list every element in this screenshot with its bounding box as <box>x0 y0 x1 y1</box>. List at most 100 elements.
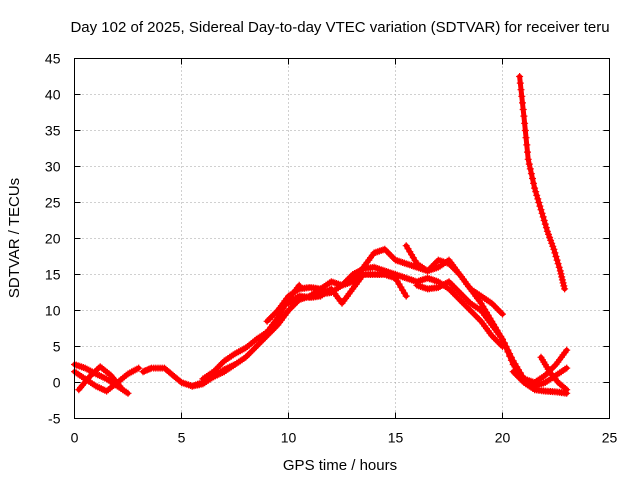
data-point <box>500 339 508 347</box>
axis-ticks: 0 5 10 15 20 25 -5 0 5 10 15 20 25 30 35 40 45 <box>45 51 618 446</box>
data-point <box>557 270 565 278</box>
x-axis-label: GPS time / hours <box>283 457 397 474</box>
data-point <box>518 92 526 100</box>
data-point <box>563 346 571 354</box>
data-point <box>516 79 524 87</box>
y-tick-label: 30 <box>45 159 61 175</box>
data-point <box>547 236 555 244</box>
data-point <box>524 148 531 156</box>
data-point <box>542 224 550 232</box>
data-point <box>555 263 563 271</box>
data-point <box>525 160 533 168</box>
data-series-layer <box>71 73 571 397</box>
data-point <box>551 249 559 257</box>
series-track-n <box>516 73 569 293</box>
data-point <box>520 112 528 120</box>
data-point <box>534 195 542 203</box>
data-point <box>548 239 556 247</box>
data-point <box>499 310 506 318</box>
data-point <box>541 220 549 228</box>
data-point <box>118 384 126 392</box>
y-axis-label: SDTVAR / TECUs <box>6 178 23 298</box>
data-point <box>532 188 540 196</box>
data-point <box>97 385 105 393</box>
data-point <box>549 242 557 250</box>
data-point <box>546 233 554 241</box>
x-tick-label: 10 <box>281 430 297 446</box>
data-point <box>535 199 543 206</box>
data-point <box>536 202 544 210</box>
y-tick-label: 25 <box>45 195 61 211</box>
x-tick-label: 25 <box>602 430 618 446</box>
y-tick-label: 15 <box>45 267 61 283</box>
data-point <box>499 335 506 343</box>
data-point <box>531 184 539 192</box>
data-point <box>523 141 531 149</box>
y-tick-label: 40 <box>45 87 61 103</box>
data-point <box>397 283 405 291</box>
data-point <box>545 230 552 238</box>
series-track-f <box>199 281 303 383</box>
y-tick-label: -5 <box>48 411 61 427</box>
chart-title: Day 102 of 2025, Sidereal Day-to-day VTE… <box>70 19 609 36</box>
y-tick-label: 45 <box>45 51 61 67</box>
series-track-k <box>413 278 571 390</box>
data-point <box>552 253 560 260</box>
data-point <box>556 267 564 275</box>
series-track-d <box>139 361 239 390</box>
data-point <box>553 256 561 264</box>
data-point <box>554 260 562 268</box>
data-point <box>533 191 541 199</box>
data-point <box>529 175 536 182</box>
series-track-m <box>537 353 571 394</box>
data-point <box>538 209 546 217</box>
data-point <box>558 273 566 281</box>
data-point <box>519 99 526 107</box>
data-point <box>561 285 569 293</box>
data-point <box>563 364 571 372</box>
data-point <box>504 346 512 354</box>
data-point <box>521 119 529 127</box>
data-point <box>507 353 515 361</box>
data-point <box>537 206 545 214</box>
data-point <box>527 170 535 178</box>
data-point <box>524 155 532 163</box>
data-point <box>550 245 558 253</box>
data-point <box>530 179 537 187</box>
data-point <box>539 213 547 221</box>
data-point <box>540 217 548 224</box>
data-point <box>517 86 525 94</box>
data-point <box>502 343 510 350</box>
y-tick-label: 5 <box>53 339 61 355</box>
data-point <box>558 276 566 284</box>
data-point <box>516 73 524 80</box>
series-track-j <box>402 242 506 318</box>
data-point <box>513 363 521 371</box>
data-point <box>135 364 143 372</box>
data-point <box>519 106 527 113</box>
x-tick-label: 20 <box>495 430 511 446</box>
data-point <box>563 386 571 394</box>
data-point <box>506 350 514 358</box>
data-point <box>124 389 132 397</box>
x-tick-label: 0 <box>71 430 79 446</box>
data-point <box>559 279 567 287</box>
series-track-c <box>75 363 126 394</box>
data-point <box>561 385 569 392</box>
y-tick-label: 10 <box>45 303 61 319</box>
y-tick-label: 20 <box>45 231 61 247</box>
data-point <box>522 134 530 142</box>
data-point <box>543 227 551 235</box>
x-tick-label: 5 <box>178 430 186 446</box>
data-point <box>87 371 95 379</box>
data-point <box>213 371 221 379</box>
data-point <box>402 292 410 300</box>
data-point <box>560 282 568 290</box>
data-point <box>526 165 534 173</box>
y-tick-label: 35 <box>45 123 61 139</box>
grid <box>74 58 610 419</box>
data-point <box>521 127 529 134</box>
y-tick-label: 0 <box>53 375 61 391</box>
x-tick-label: 15 <box>388 430 404 446</box>
